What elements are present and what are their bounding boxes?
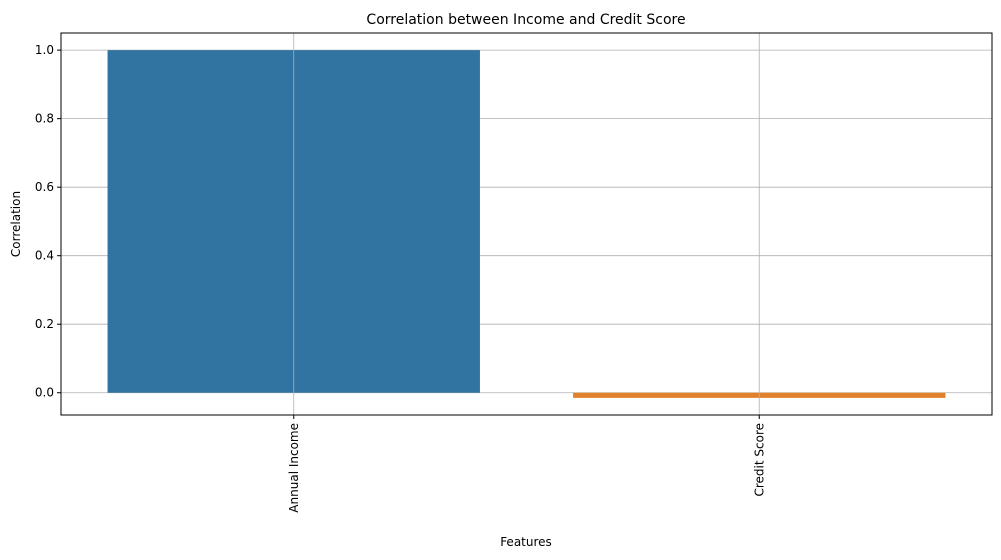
x-axis-ticks: Annual Income Credit Score	[287, 415, 766, 513]
vertical-grid-layer	[293, 33, 760, 415]
bars-layer	[107, 50, 946, 398]
y-tick-label: 1.0	[35, 43, 54, 57]
x-tick-label: Annual Income	[287, 423, 301, 513]
y-tick-label: 0.4	[35, 249, 54, 263]
y-tick-label: 0.6	[35, 180, 54, 194]
y-tick-label: 0.8	[35, 112, 54, 126]
y-axis-label: Correlation	[9, 191, 23, 257]
y-tick-label: 0.0	[35, 386, 54, 400]
y-axis-ticks: 0.0 0.2 0.4 0.6 0.8 1.0	[35, 43, 61, 400]
chart-title: Correlation between Income and Credit Sc…	[366, 12, 685, 28]
x-axis-label: Features	[500, 535, 552, 549]
x-tick-label: Credit Score	[752, 423, 766, 497]
plot-frame	[60, 32, 993, 416]
y-tick-label: 0.2	[35, 317, 54, 331]
